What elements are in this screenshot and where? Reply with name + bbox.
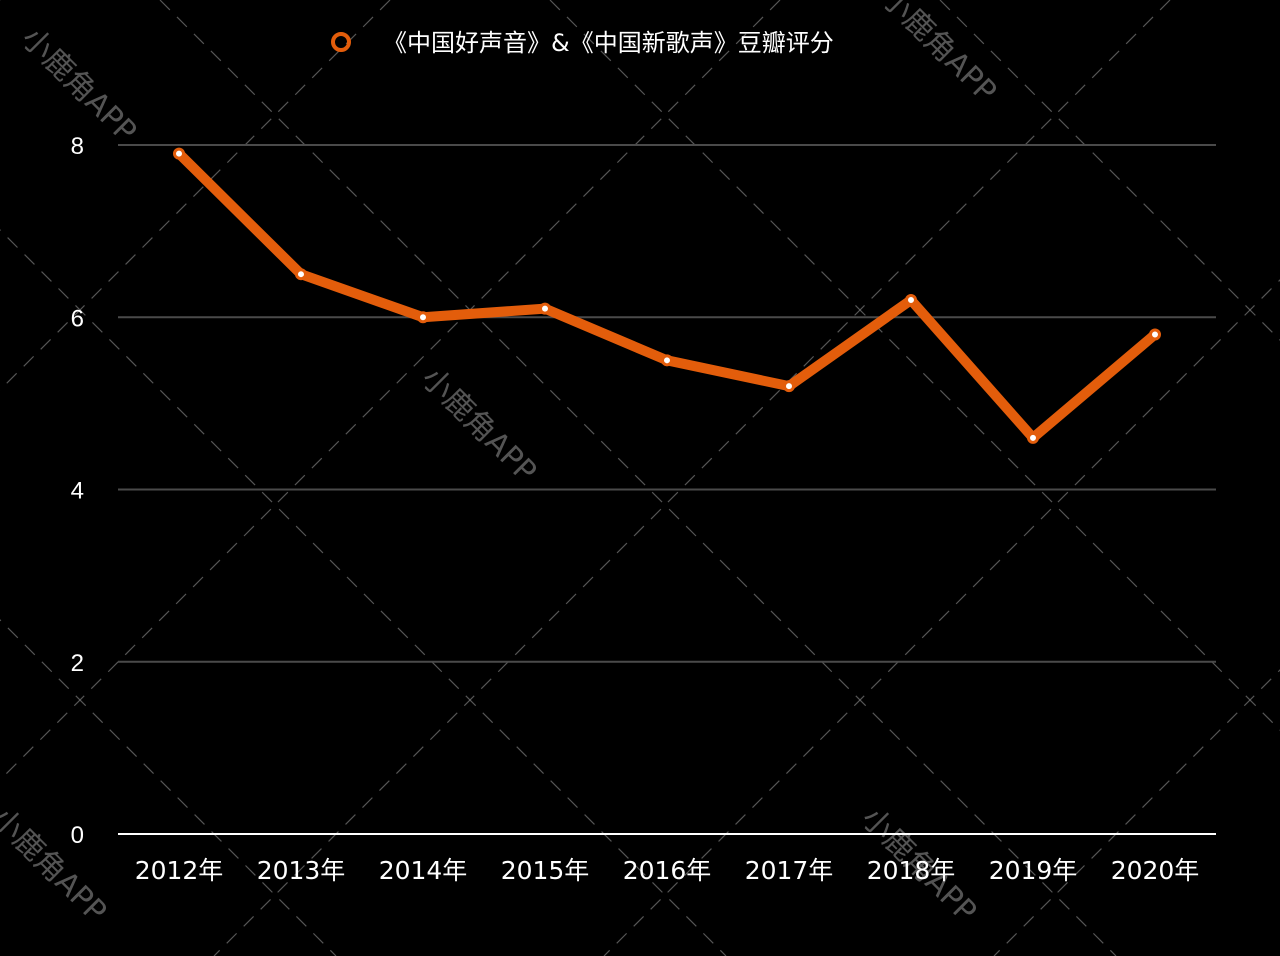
watermark-text: 小鹿角APP (414, 361, 542, 489)
watermark-dash-line (939, 0, 1280, 341)
gridlines (118, 144, 1216, 835)
data-point (539, 302, 551, 315)
x-tick-label: 2018年 (867, 856, 956, 885)
x-tick-label: 2020年 (1111, 856, 1200, 885)
x-axis-ticks: 2012年 2013年 2014年 2015年 2016年 2017年 2018年 2019年… (135, 856, 1200, 885)
series-line (174, 148, 1160, 443)
watermark-text: 小鹿角APP (14, 21, 142, 149)
watermark-dash-line (159, 0, 1117, 956)
watermark-dash-line (0, 619, 337, 956)
x-tick-label: 2014年 (379, 856, 468, 885)
watermark-dash-line (0, 229, 727, 956)
legend-label: 《中国好声音》&《中国新歌声》豆瓣评分 (383, 29, 834, 57)
data-point (1027, 431, 1039, 444)
watermark-dash-line (603, 279, 1280, 956)
series-layer (173, 147, 1161, 444)
y-tick-label: 6 (71, 305, 84, 332)
watermark-dash-line (213, 0, 1171, 956)
legend: 《中国好声音》&《中国新歌声》豆瓣评分 (331, 29, 834, 57)
data-point (1149, 328, 1161, 341)
watermark-dash-line (0, 0, 391, 391)
y-tick-label: 8 (71, 133, 84, 160)
watermark-text: 小鹿角APP (874, 0, 1002, 109)
y-tick-label: 2 (71, 650, 84, 677)
data-point (783, 380, 795, 393)
x-tick-label: 2012年 (135, 856, 224, 885)
y-tick-label: 4 (71, 478, 84, 505)
x-tick-label: 2013年 (257, 856, 346, 885)
x-tick-label: 2019年 (989, 856, 1078, 885)
data-point (295, 268, 307, 281)
watermark-dash-line (549, 0, 1280, 731)
x-tick-label: 2015年 (501, 856, 590, 885)
data-point (905, 294, 917, 307)
watermark-dash-line (0, 0, 781, 781)
watermark-text: 小鹿角APP (0, 801, 113, 929)
data-point (173, 147, 185, 160)
data-point (417, 311, 429, 324)
x-tick-label: 2016年 (623, 856, 712, 885)
watermark-dash-line (993, 669, 1280, 956)
y-tick-label: 0 (71, 822, 84, 849)
y-axis-ticks: 0 2 4 6 8 (71, 133, 84, 849)
x-tick-label: 2017年 (745, 856, 834, 885)
legend-marker-icon (331, 32, 351, 52)
data-point (661, 354, 673, 367)
